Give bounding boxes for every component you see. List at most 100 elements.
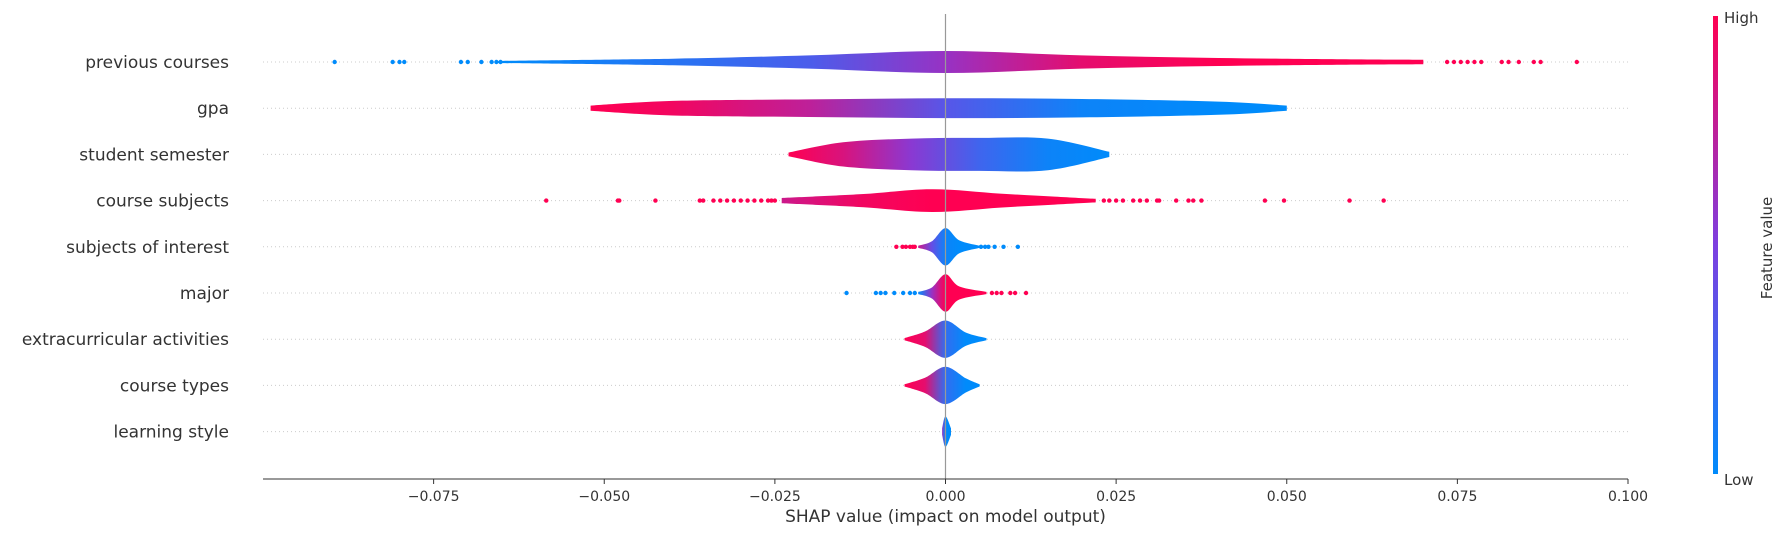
outlier-point-previous-courses-high-11 <box>1574 59 1580 65</box>
outlier-point-subjects-of-interest-low-0 <box>894 244 899 249</box>
feature-label-gpa: gpa <box>197 99 229 119</box>
outlier-point-course-subjects-low-7 <box>718 198 723 203</box>
outlier-point-major-low-6 <box>907 290 913 296</box>
outlier-point-course-subjects-high-3 <box>1120 198 1126 203</box>
violin-course-subjects <box>781 189 1096 213</box>
outlier-point-course-subjects-low-5 <box>701 198 706 203</box>
feature-label-student-semester: student semester <box>79 145 229 165</box>
outlier-point-previous-courses-low-6 <box>479 59 484 65</box>
outlier-point-previous-courses-low-2 <box>397 59 402 65</box>
feature-label-extracurricular-activities: extracurricular activities <box>22 330 229 350</box>
violin-subjects-of-interest <box>918 228 980 266</box>
outlier-point-course-subjects-low-14 <box>765 198 771 203</box>
outlier-point-course-subjects-high-12 <box>1199 198 1204 203</box>
violin-previous-courses <box>501 51 1424 73</box>
colorbar-high-label: High <box>1724 9 1758 27</box>
x-tick-label-7: 0.100 <box>1608 489 1648 505</box>
outlier-point-subjects-of-interest-high-4 <box>1001 244 1006 249</box>
outlier-point-previous-courses-high-8 <box>1516 59 1522 65</box>
outlier-point-previous-courses-low-3 <box>402 59 407 65</box>
violin-learning-style <box>942 416 951 447</box>
outlier-point-course-subjects-high-8 <box>1156 198 1162 203</box>
outlier-point-major-low-0 <box>844 290 849 296</box>
outlier-point-course-subjects-low-10 <box>738 198 743 203</box>
violin-gpa <box>590 98 1287 119</box>
outlier-point-course-subjects-high-1 <box>1107 198 1112 203</box>
violin-major <box>918 274 987 312</box>
violins <box>332 51 1580 447</box>
outlier-point-course-subjects-high-10 <box>1186 198 1191 203</box>
outlier-point-course-subjects-high-9 <box>1173 198 1179 203</box>
colorbar-gradient <box>1713 16 1718 474</box>
x-tick-label-1: −0.050 <box>578 489 630 505</box>
feature-label-learning-style: learning style <box>113 423 229 443</box>
feature-label-major: major <box>180 284 229 304</box>
outlier-point-course-subjects-low-15 <box>769 198 774 203</box>
x-tick-label-2: −0.025 <box>749 489 801 505</box>
outlier-point-course-subjects-high-13 <box>1262 198 1268 203</box>
outlier-point-previous-courses-low-4 <box>458 59 464 65</box>
feature-label-subjects-of-interest: subjects of interest <box>66 238 229 258</box>
x-tick-label-5: 0.050 <box>1267 489 1307 505</box>
outlier-point-course-subjects-high-2 <box>1113 198 1119 203</box>
outlier-point-previous-courses-low-1 <box>390 59 395 65</box>
outlier-point-previous-courses-high-10 <box>1538 59 1543 65</box>
outlier-point-course-subjects-high-16 <box>1381 198 1386 203</box>
outlier-point-course-subjects-low-0 <box>544 198 549 203</box>
x-axis-label: SHAP value (impact on model output) <box>785 507 1106 527</box>
outlier-point-course-subjects-low-16 <box>772 198 778 203</box>
outlier-point-subjects-of-interest-high-1 <box>982 244 988 249</box>
outlier-point-previous-courses-low-8 <box>494 59 499 65</box>
colorbar-low-label: Low <box>1724 471 1754 489</box>
outlier-point-previous-courses-high-1 <box>1451 59 1457 65</box>
x-tick-label-3: 0.000 <box>925 489 965 505</box>
colorbar-title: Feature value <box>1758 197 1776 299</box>
outlier-point-major-high-0 <box>989 290 995 296</box>
outlier-point-course-subjects-high-5 <box>1137 198 1143 203</box>
violin-student-semester <box>788 137 1110 172</box>
outlier-point-subjects-of-interest-low-1 <box>900 244 905 249</box>
outlier-point-course-subjects-high-6 <box>1144 198 1150 203</box>
outlier-point-previous-courses-high-5 <box>1479 59 1484 65</box>
outlier-point-major-low-5 <box>900 290 906 296</box>
outlier-point-course-subjects-low-6 <box>711 198 716 203</box>
outlier-point-major-high-2 <box>999 290 1004 296</box>
outlier-point-previous-courses-low-5 <box>465 59 470 65</box>
outlier-point-subjects-of-interest-high-3 <box>992 244 997 249</box>
outlier-point-course-subjects-low-11 <box>745 198 750 203</box>
outlier-point-subjects-of-interest-high-2 <box>986 244 991 249</box>
feature-label-course-subjects: course subjects <box>96 192 229 212</box>
outlier-point-major-low-7 <box>912 290 917 296</box>
outlier-point-previous-courses-low-7 <box>489 59 494 65</box>
outlier-point-major-low-4 <box>892 290 897 296</box>
outlier-point-subjects-of-interest-low-5 <box>912 244 917 249</box>
outlier-point-major-low-1 <box>873 290 879 296</box>
x-tick-label-4: 0.025 <box>1096 489 1136 505</box>
outlier-point-course-subjects-low-4 <box>697 198 702 203</box>
outlier-point-previous-courses-low-0 <box>332 59 337 65</box>
outlier-point-subjects-of-interest-low-2 <box>903 244 909 249</box>
outlier-point-course-subjects-low-13 <box>759 198 764 203</box>
outlier-point-previous-courses-high-0 <box>1444 59 1450 65</box>
outlier-point-major-high-4 <box>1012 290 1018 296</box>
outlier-point-major-low-2 <box>878 290 883 296</box>
outlier-point-course-subjects-low-2 <box>617 198 622 203</box>
outlier-point-previous-courses-high-4 <box>1472 59 1477 65</box>
outlier-point-major-high-3 <box>1008 290 1013 296</box>
outlier-point-course-subjects-high-4 <box>1130 198 1136 203</box>
feature-label-course-types: course types <box>120 376 229 396</box>
outlier-point-course-subjects-high-0 <box>1101 198 1107 203</box>
outlier-point-previous-courses-high-7 <box>1506 59 1511 65</box>
x-tick-label-6: 0.075 <box>1437 489 1477 505</box>
violin-course-types <box>904 366 980 405</box>
outlier-point-course-subjects-high-11 <box>1191 198 1196 203</box>
outlier-point-previous-courses-high-2 <box>1458 59 1463 65</box>
x-ticks: −0.075 −0.050 −0.025 0.000 0.025 0.050 0.075 0.… <box>408 479 1648 505</box>
outlier-point-course-subjects-high-14 <box>1281 198 1287 203</box>
colorbar: High Low Feature value <box>1713 9 1776 489</box>
outlier-point-course-subjects-low-9 <box>731 198 737 203</box>
outlier-point-previous-courses-high-3 <box>1465 59 1470 65</box>
outlier-point-course-subjects-high-15 <box>1347 198 1352 203</box>
outlier-point-major-high-5 <box>1023 290 1029 296</box>
